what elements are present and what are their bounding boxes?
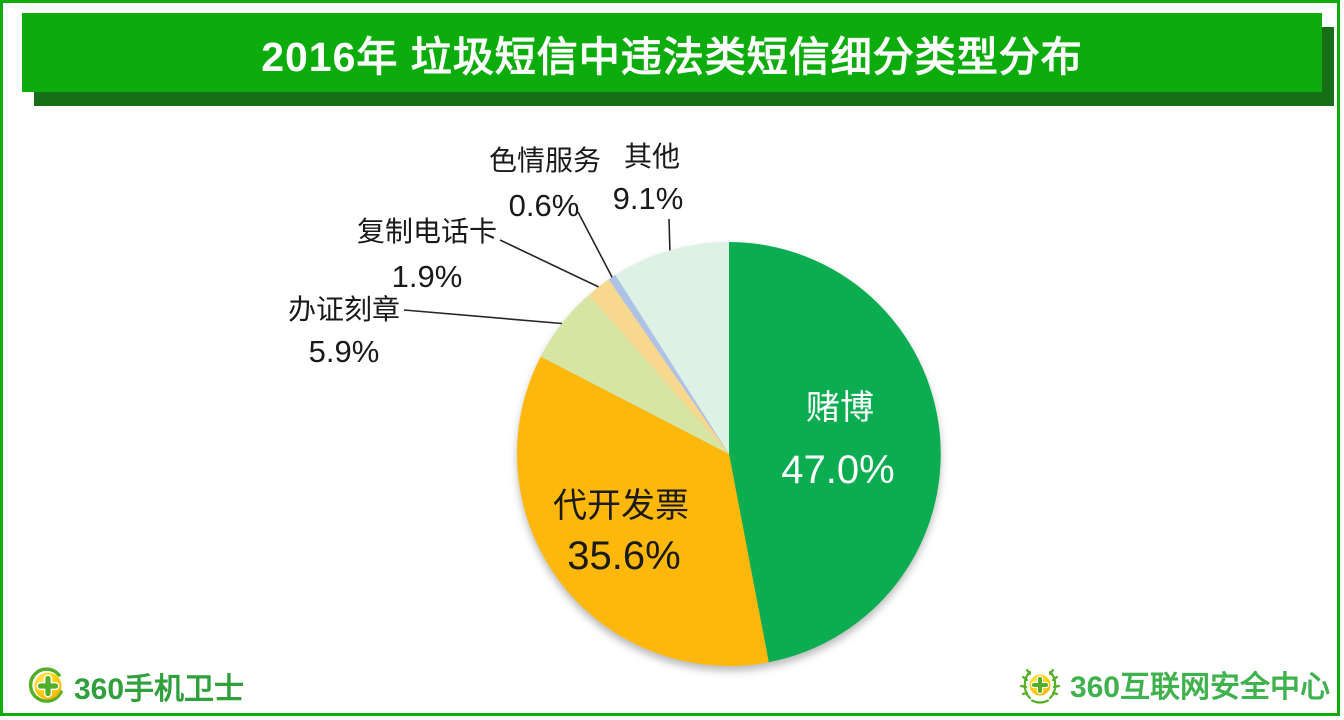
slice-name-gambling: 赌博 bbox=[806, 389, 874, 427]
pie-slice-invoice-issuing bbox=[517, 356, 769, 666]
slice-name-other: 其他 bbox=[624, 141, 680, 172]
pie-slice-other bbox=[615, 242, 729, 454]
leader-line-phone-card-cloning bbox=[499, 239, 599, 288]
slice-name-phone-card-cloning: 复制电话卡 bbox=[357, 216, 497, 247]
slice-pct-porn-services: 0.6% bbox=[509, 188, 580, 223]
slice-labels: 赌博 47.0% 代开发票 35.6% 办证刻章 5.9% 复制电话卡 1.9% 色情服务 0.6… bbox=[288, 141, 895, 578]
slice-name-cert-seal-forging: 办证刻章 bbox=[288, 294, 400, 325]
footer-right-text: 360互联网安全中心 bbox=[1069, 671, 1330, 704]
title-banner: 2016年 垃圾短信中违法类短信细分类型分布 bbox=[22, 13, 1322, 92]
slice-pct-gambling: 47.0% bbox=[781, 448, 894, 492]
leader-line-cert-seal-forging bbox=[403, 309, 562, 325]
pie-slice-gambling bbox=[729, 242, 941, 663]
leader-line-other bbox=[668, 218, 671, 251]
pie-slice-phone-card-cloning bbox=[588, 279, 729, 454]
slice-pct-other: 9.1% bbox=[613, 181, 684, 216]
slice-pct-invoice-issuing: 35.6% bbox=[567, 534, 680, 578]
footer-right-logo: 360互联网安全中心 bbox=[1018, 662, 1330, 706]
360-mobile-guard-icon bbox=[28, 667, 63, 703]
slice-name-invoice-issuing: 代开发票 bbox=[553, 487, 689, 525]
pie-slice-cert-seal-forging bbox=[540, 295, 729, 454]
leader-lines bbox=[403, 211, 671, 325]
leader-line-porn-services bbox=[577, 211, 613, 278]
slice-pct-cert-seal-forging: 5.9% bbox=[309, 334, 380, 369]
footer-left-logo: 360手机卫士 bbox=[28, 664, 244, 708]
footer-left-text: 360手机卫士 bbox=[74, 673, 245, 706]
slice-name-porn-services: 色情服务 bbox=[489, 145, 601, 176]
pie-slices bbox=[517, 242, 941, 666]
slice-pct-phone-card-cloning: 1.9% bbox=[392, 259, 463, 294]
page-title: 2016年 垃圾短信中违法类短信细分类型分布 bbox=[261, 33, 1083, 80]
pie-slice-porn-services bbox=[608, 275, 729, 454]
360-security-center-icon bbox=[1019, 668, 1061, 704]
